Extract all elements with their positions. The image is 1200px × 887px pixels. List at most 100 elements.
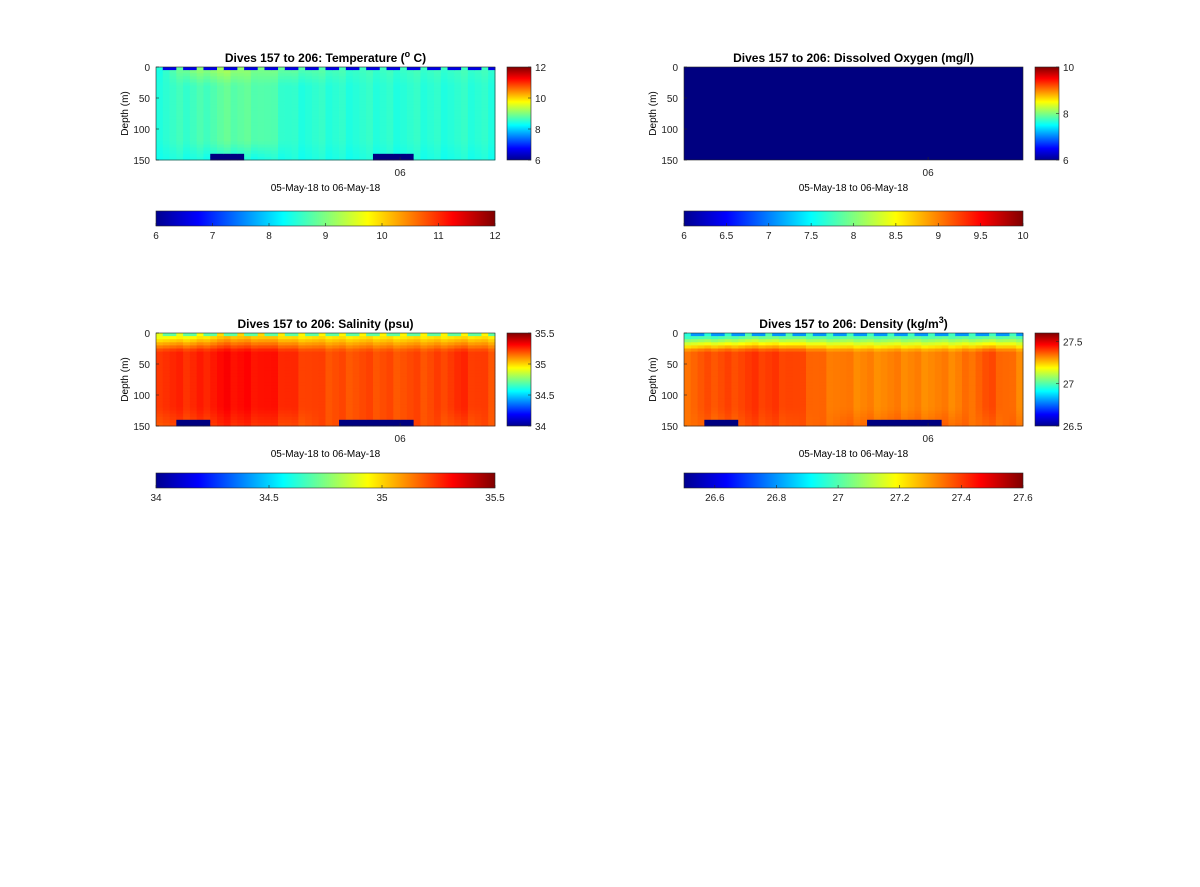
heatmap-cell (345, 107, 354, 111)
heatmap-cell (690, 370, 698, 374)
heatmap-cell (711, 342, 719, 346)
heatmap-cell (196, 67, 204, 71)
heatmap-cell (318, 345, 326, 349)
heatmap-cell (359, 391, 367, 396)
heatmap-cell (982, 401, 990, 405)
heatmap-cell (366, 333, 374, 337)
heatmap-cell (237, 113, 245, 117)
heatmap-cell (298, 141, 306, 145)
heatmap-cell (386, 98, 394, 102)
heatmap-cell (812, 391, 820, 396)
heatmap-cell (257, 395, 265, 399)
heatmap-cell (887, 364, 895, 368)
heatmap-cell (731, 388, 739, 393)
heatmap-cell (690, 333, 698, 337)
heatmap-cell (406, 345, 415, 349)
heatmap-cell (291, 113, 299, 117)
heatmap-cell (189, 333, 198, 337)
heatmap-cell (169, 110, 177, 114)
heatmap-cell (454, 101, 462, 105)
heatmap-cell (461, 342, 469, 346)
heatmap-cell (975, 370, 983, 374)
heatmap-cell (860, 342, 868, 346)
heatmap-cell (948, 398, 956, 402)
heatmap-cell (867, 367, 875, 371)
heatmap-cell (704, 333, 712, 337)
heatmap-cell (751, 395, 759, 399)
heatmap-cell (379, 404, 387, 408)
heatmap-cell (311, 129, 320, 133)
heatmap-cell (839, 388, 848, 393)
heatmap-cell (379, 345, 387, 349)
heatmap-cell (250, 385, 259, 390)
heatmap-cell (183, 401, 191, 405)
heatmap-cell (156, 82, 164, 86)
heatmap-cell (400, 357, 408, 362)
heatmap-cell (400, 422, 408, 427)
heatmap-cell (765, 336, 773, 340)
heatmap-cell (189, 122, 198, 127)
heatmap-cell (420, 388, 428, 393)
heatmap-cell (481, 101, 489, 105)
heatmap-cell (413, 401, 421, 405)
heatmap-cell (291, 367, 299, 371)
heatmap-cell (393, 153, 401, 158)
heatmap-cell (724, 391, 732, 396)
heatmap-cell (250, 351, 259, 356)
heatmap-cell (244, 391, 252, 396)
heatmap-cell (284, 70, 292, 74)
heatmap-cell (738, 360, 746, 365)
heatmap-cell (454, 410, 462, 414)
heatmap-cell (210, 107, 218, 111)
heatmap-cell (271, 379, 279, 383)
heatmap-cell (867, 382, 875, 387)
heatmap-cell (379, 150, 387, 155)
heatmap-cell (873, 360, 882, 365)
heatmap-cell (433, 413, 442, 418)
heatmap-cell (278, 416, 286, 421)
heatmap-cell (244, 122, 252, 127)
heatmap-cell (948, 364, 956, 368)
heatmap-cell (440, 401, 448, 405)
heatmap-cell (264, 116, 272, 121)
heatmap-cell (298, 122, 306, 127)
heatmap-cell (792, 404, 800, 408)
heatmap-cell (372, 379, 381, 383)
heatmap-cell (217, 342, 225, 346)
heatmap-cell (745, 407, 753, 411)
heatmap-cell (183, 67, 191, 71)
heatmap-cell (183, 125, 191, 130)
heatmap-cell (447, 147, 455, 152)
heatmap-cell (785, 360, 793, 365)
heatmap-cell (305, 144, 313, 148)
heatmap-cell (223, 382, 231, 387)
heatmap-cell (278, 141, 286, 145)
heatmap-cell (345, 113, 354, 117)
heatmap-cell (433, 342, 442, 346)
heatmap-cell (982, 404, 990, 408)
heatmap-cell (264, 110, 272, 114)
heatmap-cell (717, 385, 726, 390)
heatmap-cell (778, 391, 787, 396)
heatmap-cell (339, 73, 347, 77)
heatmap-cell (169, 419, 177, 424)
heatmap-cell (447, 119, 455, 124)
heatmap-cell (785, 345, 793, 349)
heatmap-cell (1009, 391, 1017, 396)
heatmap-cell (359, 79, 367, 83)
heatmap-cell (440, 129, 448, 133)
heatmap-cell (176, 351, 184, 356)
heatmap-cell (359, 395, 367, 399)
heatmap-cell (210, 85, 218, 90)
heatmap-cell (359, 413, 367, 418)
heatmap-cell (196, 382, 204, 387)
heatmap-cell (900, 357, 909, 362)
heatmap-cell (318, 116, 326, 121)
heatmap-cell (284, 104, 292, 108)
heatmap-cell (717, 388, 726, 393)
y-axis-label: Depth (m) (648, 357, 659, 401)
heatmap-cell (264, 360, 272, 365)
heatmap-cell (352, 401, 360, 405)
heatmap-cell (210, 125, 218, 130)
heatmap-cell (325, 141, 333, 145)
